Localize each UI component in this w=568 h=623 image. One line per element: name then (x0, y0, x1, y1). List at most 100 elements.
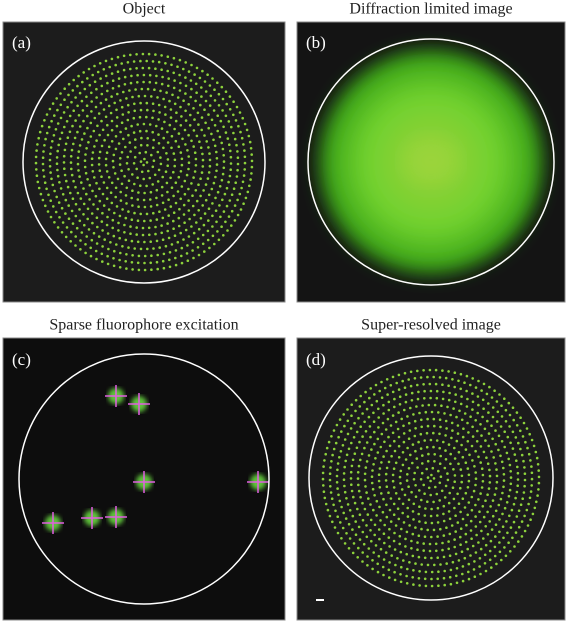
dot (98, 235, 101, 238)
dot (212, 139, 215, 142)
dot (118, 237, 121, 240)
dot (159, 156, 162, 159)
dot (112, 87, 115, 90)
dot (79, 220, 82, 223)
dot (392, 474, 395, 477)
dot (529, 518, 532, 521)
dot (43, 175, 46, 178)
dot (207, 146, 210, 149)
dot (538, 476, 541, 479)
dot (494, 535, 497, 538)
dot (500, 498, 503, 501)
dot (228, 120, 231, 123)
dot (174, 257, 177, 260)
dot (145, 185, 148, 188)
dot (447, 548, 450, 551)
dot (383, 441, 386, 444)
dot (36, 174, 39, 177)
dot (501, 513, 504, 516)
dot (416, 384, 419, 387)
dot (448, 443, 451, 446)
dot (526, 427, 529, 430)
dot (163, 121, 166, 124)
dot (237, 214, 240, 217)
dot (169, 251, 172, 254)
dot (177, 241, 180, 244)
dot (484, 554, 487, 557)
dot (187, 155, 190, 158)
dot (184, 129, 187, 132)
dot (386, 378, 389, 381)
dot (377, 408, 380, 411)
dot (79, 144, 82, 147)
dot (193, 232, 196, 235)
dot (336, 424, 339, 427)
dot (90, 92, 93, 95)
dot (112, 160, 115, 163)
dot (174, 234, 177, 237)
dot (110, 95, 113, 98)
dot (111, 202, 114, 205)
dot (382, 566, 385, 569)
dot (188, 161, 191, 164)
dot (249, 178, 252, 181)
dot (131, 268, 134, 271)
dot (137, 198, 140, 201)
dot (506, 532, 509, 535)
dot (60, 117, 63, 120)
dot (50, 216, 53, 219)
dot (205, 100, 208, 103)
dot (460, 527, 463, 530)
dot (393, 486, 396, 489)
dot (521, 520, 524, 523)
dot (86, 104, 89, 107)
dot (394, 564, 397, 567)
dot (169, 124, 172, 127)
dot (166, 70, 169, 73)
dot (241, 137, 244, 140)
dot (202, 243, 205, 246)
dot (184, 92, 187, 95)
dot (68, 83, 71, 86)
dot (161, 186, 164, 189)
dot (60, 187, 63, 190)
dot (487, 445, 490, 448)
dot (383, 542, 386, 545)
dot (158, 111, 161, 114)
dot (140, 248, 143, 251)
dot (121, 151, 124, 154)
dot (213, 182, 216, 185)
dot (70, 231, 73, 234)
dot (216, 114, 219, 117)
dot (175, 140, 178, 143)
dot (160, 224, 163, 227)
dot (120, 199, 123, 202)
dot (445, 458, 448, 461)
dot (482, 399, 485, 402)
dot (361, 435, 364, 438)
dot (477, 404, 480, 407)
dot (79, 125, 82, 128)
dot (162, 260, 165, 263)
dot (420, 376, 423, 379)
dot (423, 439, 426, 442)
dot (480, 445, 483, 448)
dot (349, 509, 352, 512)
dot (147, 170, 150, 173)
dot (420, 419, 423, 422)
dot (213, 109, 216, 112)
dot (508, 402, 511, 405)
dot (213, 88, 216, 91)
dot (192, 205, 195, 208)
dot (474, 575, 477, 578)
dot (125, 239, 128, 242)
dot (138, 152, 141, 155)
dot (517, 478, 520, 481)
dot (443, 570, 446, 573)
dot (491, 528, 494, 531)
dot (455, 575, 458, 578)
dot (463, 381, 466, 384)
dot (372, 551, 375, 554)
dot (503, 479, 506, 482)
dot (240, 187, 243, 190)
